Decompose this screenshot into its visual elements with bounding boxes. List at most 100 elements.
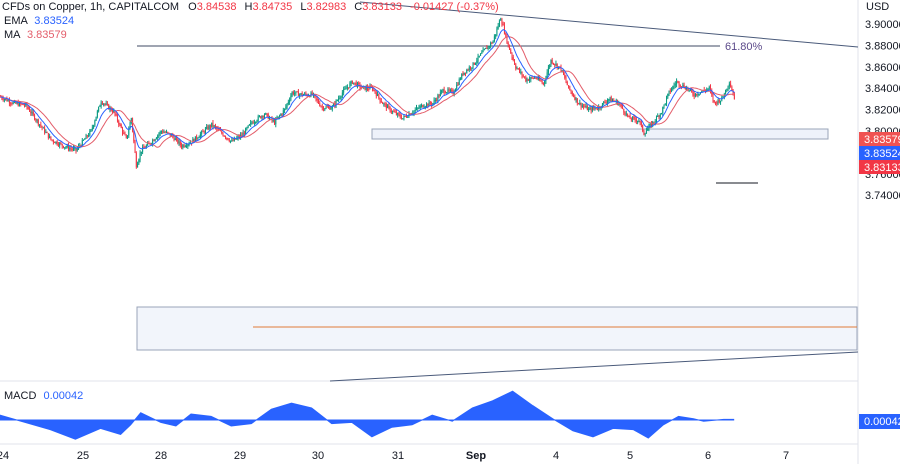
candle-body bbox=[547, 67, 549, 73]
candle-body bbox=[178, 141, 180, 144]
candle-body bbox=[389, 107, 391, 112]
candle-body bbox=[590, 107, 592, 111]
macd-label: MACD bbox=[4, 390, 36, 402]
candle-body bbox=[333, 103, 335, 107]
svg-text:EMA 3.83524: EMA 3.83524 bbox=[4, 15, 74, 27]
change-value: -0.01427 (-0.37%) bbox=[410, 1, 499, 13]
svg-text:MA 3.83579: MA 3.83579 bbox=[4, 29, 67, 41]
candle-body bbox=[163, 132, 165, 134]
candle-body bbox=[5, 98, 7, 100]
close-value: 3.83133 bbox=[362, 1, 402, 13]
candle-body bbox=[79, 145, 81, 147]
candle-body bbox=[725, 89, 727, 95]
candle-body bbox=[439, 92, 441, 97]
candle-body bbox=[37, 119, 39, 125]
candle-body bbox=[21, 104, 23, 106]
candle-body bbox=[223, 135, 225, 137]
candle-body bbox=[142, 147, 144, 152]
candle-body bbox=[589, 107, 591, 109]
candle-body bbox=[238, 136, 240, 138]
candle-body bbox=[505, 33, 507, 35]
candle-body bbox=[701, 91, 703, 93]
candle-body bbox=[96, 111, 98, 117]
chart-legend: CFDs on Copper, 1h, CAPITALCOM O3.84538 … bbox=[2, 1, 499, 402]
candle-body bbox=[650, 123, 652, 127]
candle-body bbox=[642, 124, 644, 131]
currency-label: USD bbox=[866, 1, 889, 13]
candle-body bbox=[497, 26, 499, 29]
candle-body bbox=[716, 102, 718, 104]
candle-body bbox=[444, 92, 446, 94]
candle-body bbox=[334, 103, 336, 106]
candle-body bbox=[24, 105, 25, 107]
candle-body bbox=[129, 123, 131, 130]
candle-body bbox=[377, 93, 379, 96]
candle-body bbox=[416, 107, 417, 110]
candle-body bbox=[658, 116, 660, 118]
candle-body bbox=[561, 70, 563, 72]
candle-body bbox=[173, 136, 175, 141]
candle-body bbox=[451, 90, 453, 92]
candle-body bbox=[6, 98, 8, 102]
candle-body bbox=[319, 103, 321, 106]
candle-body bbox=[697, 94, 699, 96]
candle-body bbox=[644, 133, 646, 135]
candle-body bbox=[573, 94, 575, 97]
price-tick-label: 3.90000 bbox=[865, 19, 900, 31]
candle-body bbox=[52, 140, 54, 142]
candle-body bbox=[252, 122, 254, 124]
price-tick-label: 3.82000 bbox=[865, 105, 900, 117]
candle-body bbox=[588, 108, 590, 111]
candle-body bbox=[199, 133, 201, 138]
candle-body bbox=[534, 77, 536, 79]
candle-body bbox=[257, 116, 259, 121]
candle-body bbox=[385, 103, 387, 109]
candle-body bbox=[372, 87, 374, 90]
candle-body bbox=[287, 101, 289, 104]
candle-body bbox=[380, 101, 382, 103]
candle-body bbox=[506, 34, 508, 43]
resistance-zone-box[interactable] bbox=[371, 128, 829, 140]
candle-body bbox=[601, 103, 603, 108]
support-zone-box[interactable] bbox=[136, 306, 858, 351]
candle-body bbox=[395, 112, 397, 115]
candle-body bbox=[40, 124, 42, 127]
candle-body bbox=[88, 135, 90, 137]
candle-body bbox=[400, 117, 402, 119]
candle-body bbox=[437, 95, 439, 101]
candle-body bbox=[90, 129, 92, 131]
candle-body bbox=[8, 100, 10, 104]
candle-body bbox=[691, 89, 693, 92]
candle-body bbox=[487, 46, 489, 49]
candle-body bbox=[338, 98, 340, 101]
candle-body bbox=[637, 120, 639, 122]
candle-body bbox=[570, 89, 572, 92]
candle-body bbox=[491, 42, 493, 44]
candle-body bbox=[168, 132, 170, 134]
candle-body bbox=[667, 93, 669, 98]
candle-body bbox=[412, 113, 414, 115]
candle-body bbox=[250, 122, 252, 125]
candle-body bbox=[351, 81, 353, 84]
candle-body bbox=[328, 106, 330, 108]
candle-body bbox=[49, 136, 51, 138]
candle-body bbox=[580, 102, 582, 107]
price-badge bbox=[859, 146, 900, 160]
candle-body bbox=[502, 24, 504, 26]
candle-body bbox=[149, 143, 151, 145]
candle-body bbox=[659, 113, 661, 118]
candle-body bbox=[578, 103, 580, 105]
candle-body bbox=[152, 140, 154, 144]
candle-body bbox=[291, 91, 293, 96]
candle-body bbox=[383, 103, 385, 105]
candle-body bbox=[679, 85, 681, 87]
candle-body bbox=[544, 80, 546, 84]
candle-body bbox=[475, 62, 477, 65]
ascending-trendline[interactable] bbox=[329, 351, 859, 382]
candle-body bbox=[715, 102, 717, 104]
candle-body bbox=[256, 120, 258, 122]
candle-body bbox=[13, 101, 15, 103]
descending-trendline[interactable] bbox=[359, 1, 859, 48]
candle-body bbox=[207, 126, 209, 130]
